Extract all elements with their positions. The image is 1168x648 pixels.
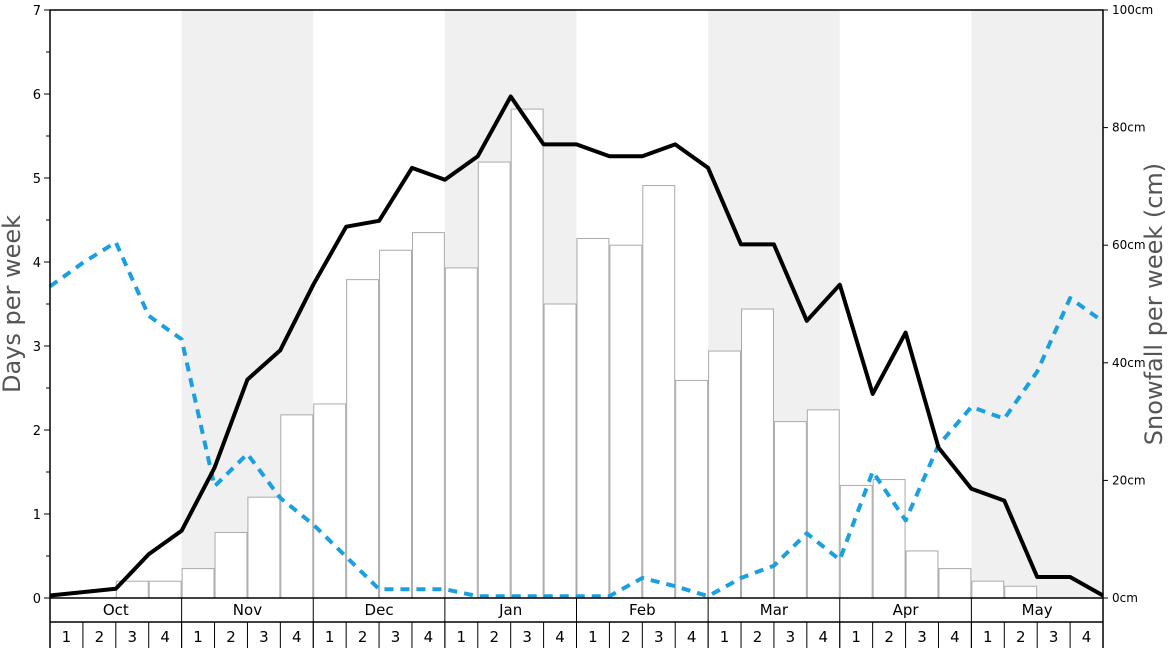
left-tick-label: 5 — [33, 172, 41, 187]
week-label: 1 — [720, 628, 730, 646]
right-tick-label: 60cm — [1112, 238, 1146, 252]
week-label: 4 — [819, 628, 829, 646]
bar — [280, 414, 314, 599]
week-label: 4 — [160, 628, 170, 646]
bar — [642, 185, 676, 599]
bar-series — [115, 108, 1038, 599]
left-tick-label: 0 — [33, 592, 41, 607]
bar — [510, 108, 544, 599]
week-label: 4 — [687, 628, 697, 646]
bar — [741, 308, 774, 599]
week-label: 1 — [588, 628, 598, 646]
left-axis: 0 1 2 3 4 5 6 7 — [33, 4, 50, 607]
bar — [444, 267, 478, 599]
bar — [773, 421, 807, 599]
bar — [971, 580, 1005, 599]
week-label: 2 — [884, 628, 894, 646]
week-label: 1 — [457, 628, 467, 646]
bar — [708, 350, 742, 599]
week-label: 3 — [917, 628, 927, 646]
bar — [609, 244, 643, 599]
bar — [247, 496, 281, 599]
y-axis-title-left: Days per week — [0, 215, 26, 393]
week-label: 3 — [654, 628, 664, 646]
dashed-line — [48, 240, 1105, 599]
right-tick-label: 80cm — [1112, 121, 1146, 135]
bar — [214, 531, 248, 599]
week-label: 2 — [753, 628, 763, 646]
left-tick-label: 6 — [33, 88, 41, 103]
bar — [477, 161, 511, 599]
week-label: 4 — [292, 628, 302, 646]
week-label: 3 — [127, 628, 137, 646]
week-row: 1 2 3 4 1 2 3 4 1 2 3 4 1 2 3 4 1 2 3 4 1 2 3 4 1 2 3 4 1 2 3 4 — [49, 622, 1092, 648]
week-label: 4 — [1082, 628, 1092, 646]
month-label: Apr — [893, 601, 920, 619]
week-label: 1 — [62, 628, 72, 646]
month-label: Mar — [760, 601, 789, 619]
month-label: Jan — [498, 601, 522, 619]
bar — [675, 379, 709, 599]
bar — [806, 409, 840, 599]
month-label: Nov — [233, 601, 262, 619]
dashed-line-series — [48, 240, 1105, 599]
bar — [379, 249, 412, 599]
bar — [1004, 585, 1038, 599]
week-label: 1 — [325, 628, 335, 646]
week-label: 2 — [1016, 628, 1026, 646]
week-label: 2 — [621, 628, 631, 646]
week-label: 3 — [391, 628, 401, 646]
week-label: 3 — [786, 628, 796, 646]
bar — [313, 403, 347, 599]
bar — [905, 550, 939, 599]
bar — [576, 237, 610, 599]
left-tick-label: 2 — [33, 424, 41, 439]
bar — [872, 479, 906, 599]
week-label: 1 — [193, 628, 203, 646]
week-label: 3 — [1049, 628, 1059, 646]
right-tick-label: 0cm — [1112, 591, 1138, 605]
bar — [346, 279, 380, 599]
right-tick-label: 100cm — [1112, 3, 1153, 17]
right-tick-label: 40cm — [1112, 356, 1146, 370]
left-tick-label: 3 — [33, 340, 41, 355]
solid-line — [49, 94, 1104, 598]
bar — [543, 303, 577, 599]
week-label: 2 — [358, 628, 368, 646]
week-label: 3 — [522, 628, 532, 646]
month-shade-may — [971, 10, 1103, 598]
week-label: 1 — [851, 628, 861, 646]
month-label: Dec — [365, 601, 394, 619]
month-label: Feb — [629, 601, 656, 619]
left-tick-label: 4 — [33, 256, 41, 271]
y-axis-title-right: Snowfall per week (cm) — [1140, 163, 1168, 445]
week-label: 4 — [424, 628, 434, 646]
week-label: 1 — [983, 628, 993, 646]
right-tick-label: 20cm — [1112, 473, 1146, 487]
week-label: 4 — [950, 628, 960, 646]
bar — [181, 568, 215, 599]
bar — [148, 580, 182, 599]
right-axis: 0cm 20cm 40cm 60cm 80cm 100cm — [1103, 3, 1153, 605]
solid-line-series — [49, 94, 1104, 598]
bar — [839, 484, 873, 599]
week-label: 4 — [555, 628, 565, 646]
week-label: 3 — [259, 628, 269, 646]
bar — [411, 232, 445, 599]
week-label: 2 — [226, 628, 236, 646]
month-label: May — [1022, 601, 1053, 619]
left-tick-label: 7 — [33, 4, 41, 19]
month-label: Oct — [103, 601, 129, 619]
week-label: 2 — [95, 628, 105, 646]
bar — [938, 568, 972, 599]
week-label: 2 — [489, 628, 499, 646]
left-tick-label: 1 — [33, 508, 41, 523]
